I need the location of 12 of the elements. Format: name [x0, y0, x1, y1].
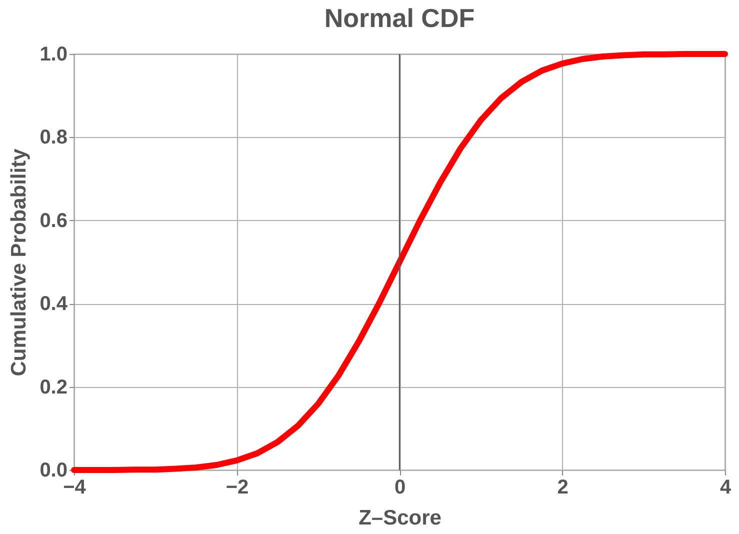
x-tick-label: 0 [394, 476, 406, 498]
y-tick-label: 0.6 [40, 210, 68, 232]
x-tick-label: 2 [557, 476, 568, 498]
x-tick-label: 4 [720, 476, 732, 498]
x-tick-label: −2 [226, 476, 249, 498]
y-tick-label: 0.8 [40, 126, 68, 149]
y-tick-label: 1.0 [40, 44, 68, 66]
x-axis-title: Z–Score [358, 506, 442, 530]
chart-title: Normal CDF [324, 3, 475, 33]
y-tick-label: 0.4 [40, 293, 68, 316]
y-axis-title: Cumulative Probability [8, 148, 31, 376]
y-tick-label: 0.2 [40, 376, 68, 398]
